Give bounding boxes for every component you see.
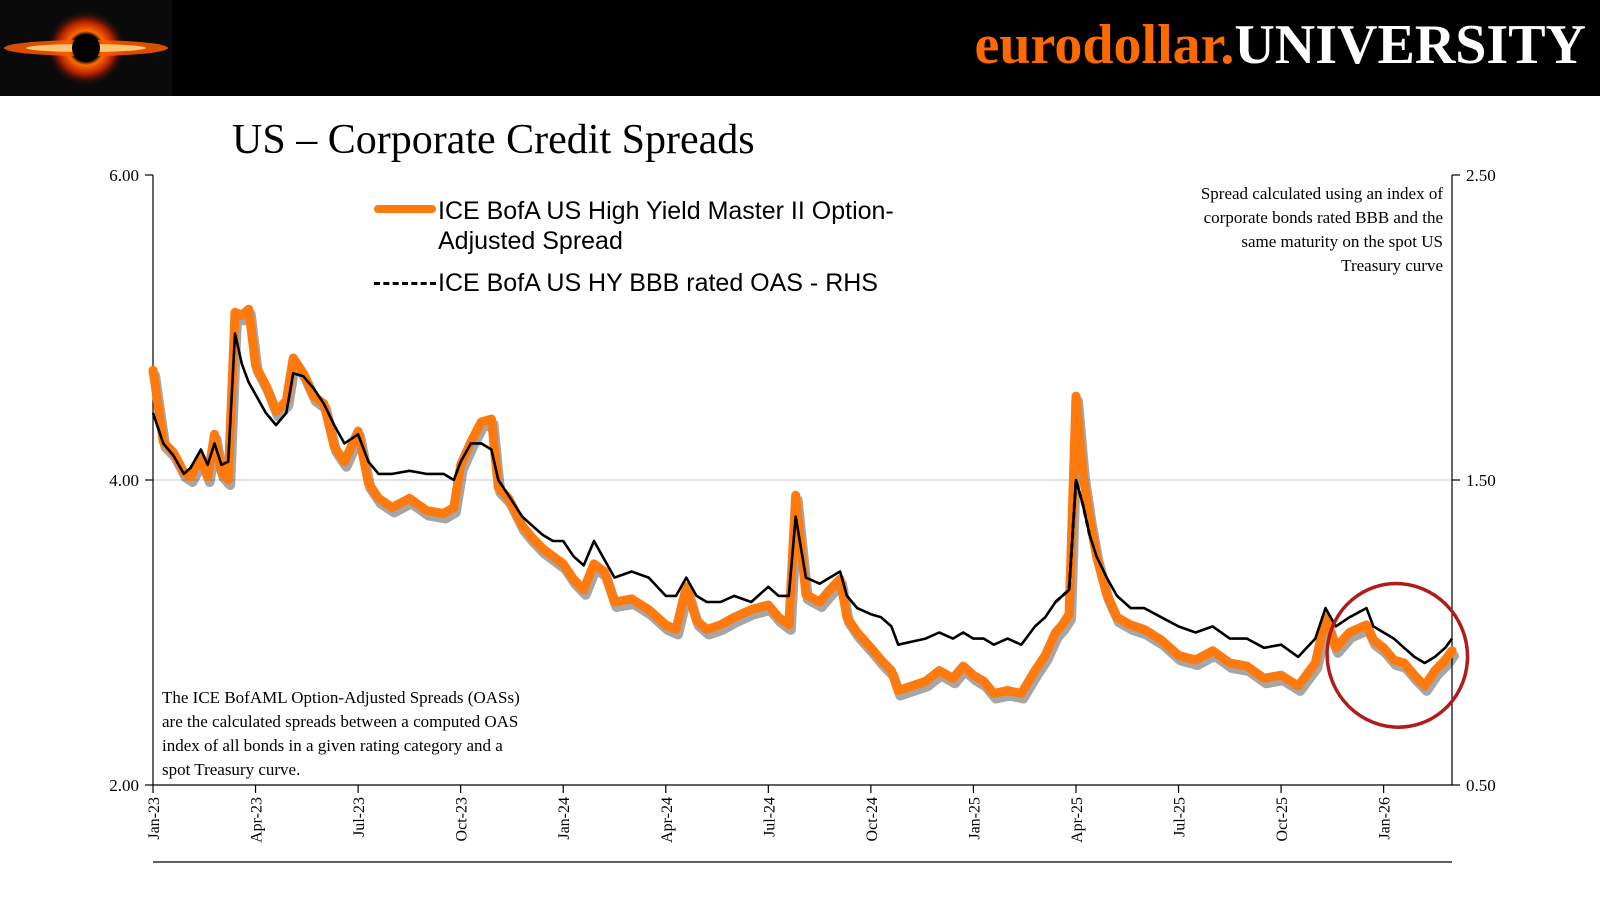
x-axis-tick-label: Jul-25	[1172, 797, 1189, 837]
chart-legend: ICE BofA US High Yield Master II Option-…	[374, 196, 958, 298]
brand-part2: UNIVERSITY	[1234, 14, 1586, 76]
x-axis-tick-label: Jul-23	[351, 797, 368, 837]
x-axis-tick-label: Oct-25	[1274, 797, 1291, 841]
highlight-circle	[1325, 581, 1470, 729]
legend-swatch-hy	[374, 205, 436, 213]
left-axis-tick-label: 2.00	[109, 776, 139, 795]
x-axis-tick-label: Apr-23	[249, 797, 266, 843]
right-axis-tick-label: 0.50	[1466, 776, 1496, 795]
left-axis-tick-label: 6.00	[109, 166, 139, 185]
legend-item-bbb: ICE BofA US HY BBB rated OAS - RHS	[374, 268, 958, 298]
x-axis-tick-label: Jul-24	[761, 797, 778, 837]
x-axis-tick-label: Jan-25	[966, 797, 983, 840]
right-axis-tick-label: 2.50	[1466, 166, 1496, 185]
x-axis-tick-label: Jan-24	[556, 797, 573, 840]
brand-title: eurodollar.UNIVERSITY	[975, 10, 1586, 80]
legend-label-hy: ICE BofA US High Yield Master II Option-…	[438, 197, 894, 255]
series-bbb-dashed-segment	[1054, 479, 1092, 604]
legend-label-bbb: ICE BofA US HY BBB rated OAS - RHS	[438, 269, 878, 297]
brand-part1: eurodollar.	[974, 14, 1235, 76]
x-axis-tick-label: Oct-23	[454, 797, 471, 841]
series-hy-line	[148, 304, 1457, 698]
x-axis-tick-label: Apr-25	[1069, 797, 1086, 843]
header-banner: eurodollar.UNIVERSITY	[0, 0, 1600, 96]
right-axis-tick-label: 1.50	[1466, 471, 1496, 490]
annotation-left: The ICE BofAML Option-Adjusted Spreads (…	[162, 688, 520, 779]
legend-swatch-bbb	[374, 282, 436, 285]
x-axis-tick-label: Jan-26	[1377, 797, 1394, 840]
black-hole-logo-icon	[0, 0, 172, 96]
x-axis-tick-label: Apr-24	[659, 797, 676, 843]
annotation-right: Spread calculated using an index of corp…	[1200, 184, 1443, 275]
legend-item-hy: ICE BofA US High Yield Master II Option-…	[374, 196, 958, 256]
x-axis-tick-label: Oct-24	[864, 797, 881, 841]
left-axis-tick-label: 4.00	[109, 471, 139, 490]
x-axis-tick-label: Jan-23	[146, 797, 163, 840]
series-hy-shadow	[150, 309, 1459, 704]
chart-title: US – Corporate Credit Spreads	[232, 117, 755, 163]
series-bbb-line	[151, 332, 1454, 665]
